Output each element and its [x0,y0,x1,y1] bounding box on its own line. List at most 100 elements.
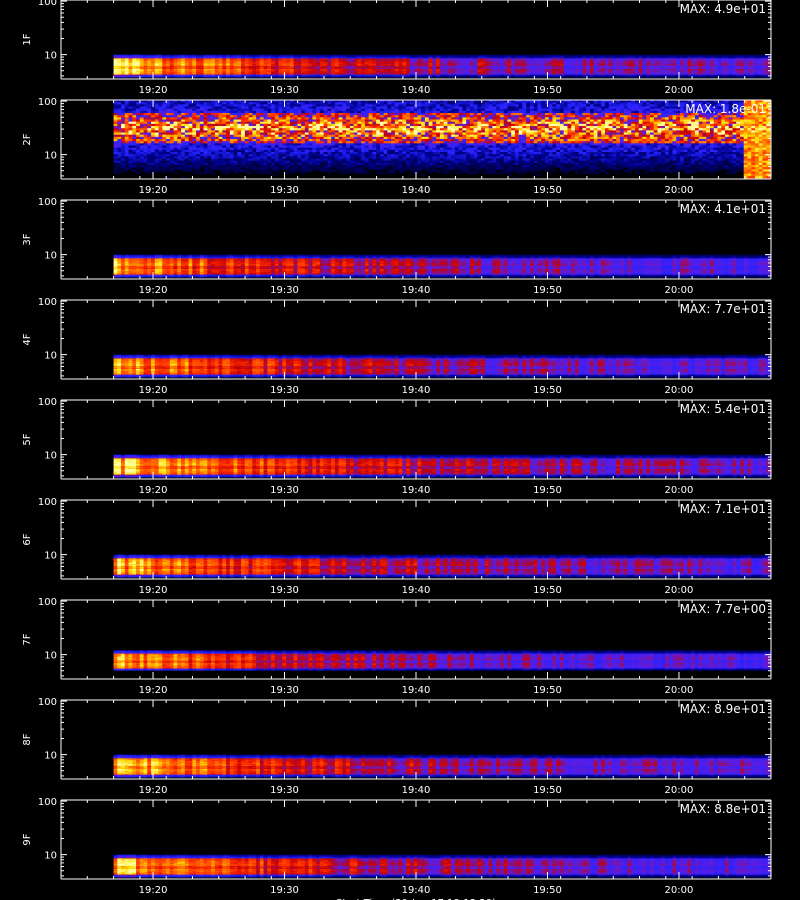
x-tick-label: 19:40 [402,85,431,96]
x-tick-label: 19:40 [402,285,431,296]
x-tick-label: 19:30 [270,885,299,896]
y-tick-label: 100 [38,697,57,708]
x-tick-label: 19:20 [139,285,168,296]
x-tick-label: 19:40 [402,585,431,596]
panel-4f: 19:20 19:30 19:40 19:50 20:00 10 100 4F MAX: 7.7… [22,297,772,396]
x-tick-label: 20:00 [665,785,694,796]
max-value-label: MAX: 5.4e+01 [680,402,766,416]
panel-name-label: 3F [22,233,33,245]
x-tick-label: 19:40 [402,885,431,896]
y-tick-label: 100 [38,297,57,308]
y-tick-label: 10 [44,51,57,62]
x-tick-label: 20:00 [665,185,694,196]
x-tick-label: 19:30 [270,585,299,596]
heatmap [113,650,771,671]
panel-5f: 19:20 19:30 19:40 19:50 20:00 10 100 5F MAX: 5.4… [22,397,772,496]
x-tick-label: 19:50 [533,485,562,496]
x-tick-label: 20:00 [665,685,694,696]
x-tick-label: 20:00 [665,485,694,496]
y-tick-label: 10 [44,851,57,862]
panel-9f: 19:20 19:30 19:40 19:50 20:00 10 100 9F MAX: 8.8… [22,797,772,896]
x-tick-label: 19:40 [402,185,431,196]
x-tick-label: 19:30 [270,385,299,396]
heatmap [113,854,771,878]
heatmap [113,554,771,578]
x-tick-label: 19:20 [139,585,168,596]
panel-1f: 19:20 19:30 19:40 19:50 20:00 10 100 1F MAX: 4.9… [22,0,772,96]
y-tick-label: 10 [44,351,57,362]
x-tick-label: 19:50 [533,385,562,396]
x-tick-label: 19:40 [402,385,431,396]
y-tick-label: 10 [44,151,57,162]
heatmap [113,754,771,778]
x-tick-label: 19:40 [402,785,431,796]
x-tick-label: 19:30 [270,785,299,796]
y-tick-label: 100 [38,0,57,8]
x-tick-label: 19:40 [402,685,431,696]
x-tick-label: 19:20 [139,785,168,796]
heatmap [113,100,771,179]
y-tick-label: 10 [44,251,57,262]
x-tick-label: 19:50 [533,785,562,796]
y-tick-label: 10 [44,751,57,762]
y-tick-label: 100 [38,597,57,608]
x-axis-title: Start Time (30-Jun-17 19:13:29) [336,898,496,900]
heatmap [113,454,771,478]
y-tick-label: 100 [38,97,57,108]
x-tick-label: 19:50 [533,185,562,196]
x-tick-label: 20:00 [665,885,694,896]
panel-name-label: 5F [22,433,33,445]
y-tick-label: 10 [44,651,57,662]
y-tick-label: 100 [38,797,57,808]
y-tick-label: 10 [44,551,57,562]
max-value-label: MAX: 8.8e+01 [680,802,766,816]
x-tick-label: 19:20 [139,885,168,896]
panel-name-label: 1F [22,33,33,45]
y-tick-label: 100 [38,197,57,208]
x-tick-label: 20:00 [665,385,694,396]
panel-name-label: 7F [22,633,33,645]
y-tick-label: 10 [44,451,57,462]
max-value-label: MAX: 4.9e+01 [680,2,766,16]
max-value-label: MAX: 7.7e+01 [680,302,766,316]
heatmap [113,54,771,78]
x-tick-label: 19:30 [270,485,299,496]
x-tick-label: 19:50 [533,585,562,596]
panel-name-label: 2F [22,133,33,145]
max-value-label: MAX: 8.9e+01 [680,702,766,716]
max-value-label: MAX: 7.1e+01 [680,502,766,516]
x-tick-label: 19:20 [139,685,168,696]
heatmap [113,354,771,378]
x-tick-label: 19:50 [533,85,562,96]
x-tick-label: 19:40 [402,485,431,496]
panel-name-label: 4F [22,333,33,345]
x-tick-label: 19:50 [533,285,562,296]
panel-8f: 19:20 19:30 19:40 19:50 20:00 10 100 8F MAX: 8.9… [22,697,772,796]
panel-3f: 19:20 19:30 19:40 19:50 20:00 10 100 3F MAX: 4.1… [22,197,772,296]
x-tick-label: 19:20 [139,485,168,496]
x-tick-label: 20:00 [665,285,694,296]
y-tick-label: 100 [38,497,57,508]
panel-2f: 19:20 19:30 19:40 19:50 20:00 10 100 2F MAX: 1.8… [22,97,772,196]
x-tick-label: 19:30 [270,685,299,696]
x-tick-label: 19:20 [139,85,168,96]
x-tick-label: 19:50 [533,685,562,696]
x-tick-label: 19:20 [139,185,168,196]
panel-name-label: 8F [22,733,33,745]
max-value-label: MAX: 1.8e-01 [685,102,766,116]
max-value-label: MAX: 7.7e+00 [680,602,766,616]
x-tick-label: 20:00 [665,85,694,96]
x-tick-label: 19:50 [533,885,562,896]
panel-6f: 19:20 19:30 19:40 19:50 20:00 10 100 6F MAX: 7.1… [22,497,772,596]
x-tick-label: 19:30 [270,285,299,296]
x-tick-label: 19:20 [139,385,168,396]
panel-name-label: 6F [22,533,33,545]
x-tick-label: 19:30 [270,85,299,96]
y-tick-label: 100 [38,397,57,408]
x-tick-label: 20:00 [665,585,694,596]
x-tick-label: 19:30 [270,185,299,196]
max-value-label: MAX: 4.1e+01 [680,202,766,216]
panel-7f: 19:20 19:30 19:40 19:50 20:00 10 100 7F MAX: 7.7… [22,597,772,696]
panel-name-label: 9F [22,833,33,845]
